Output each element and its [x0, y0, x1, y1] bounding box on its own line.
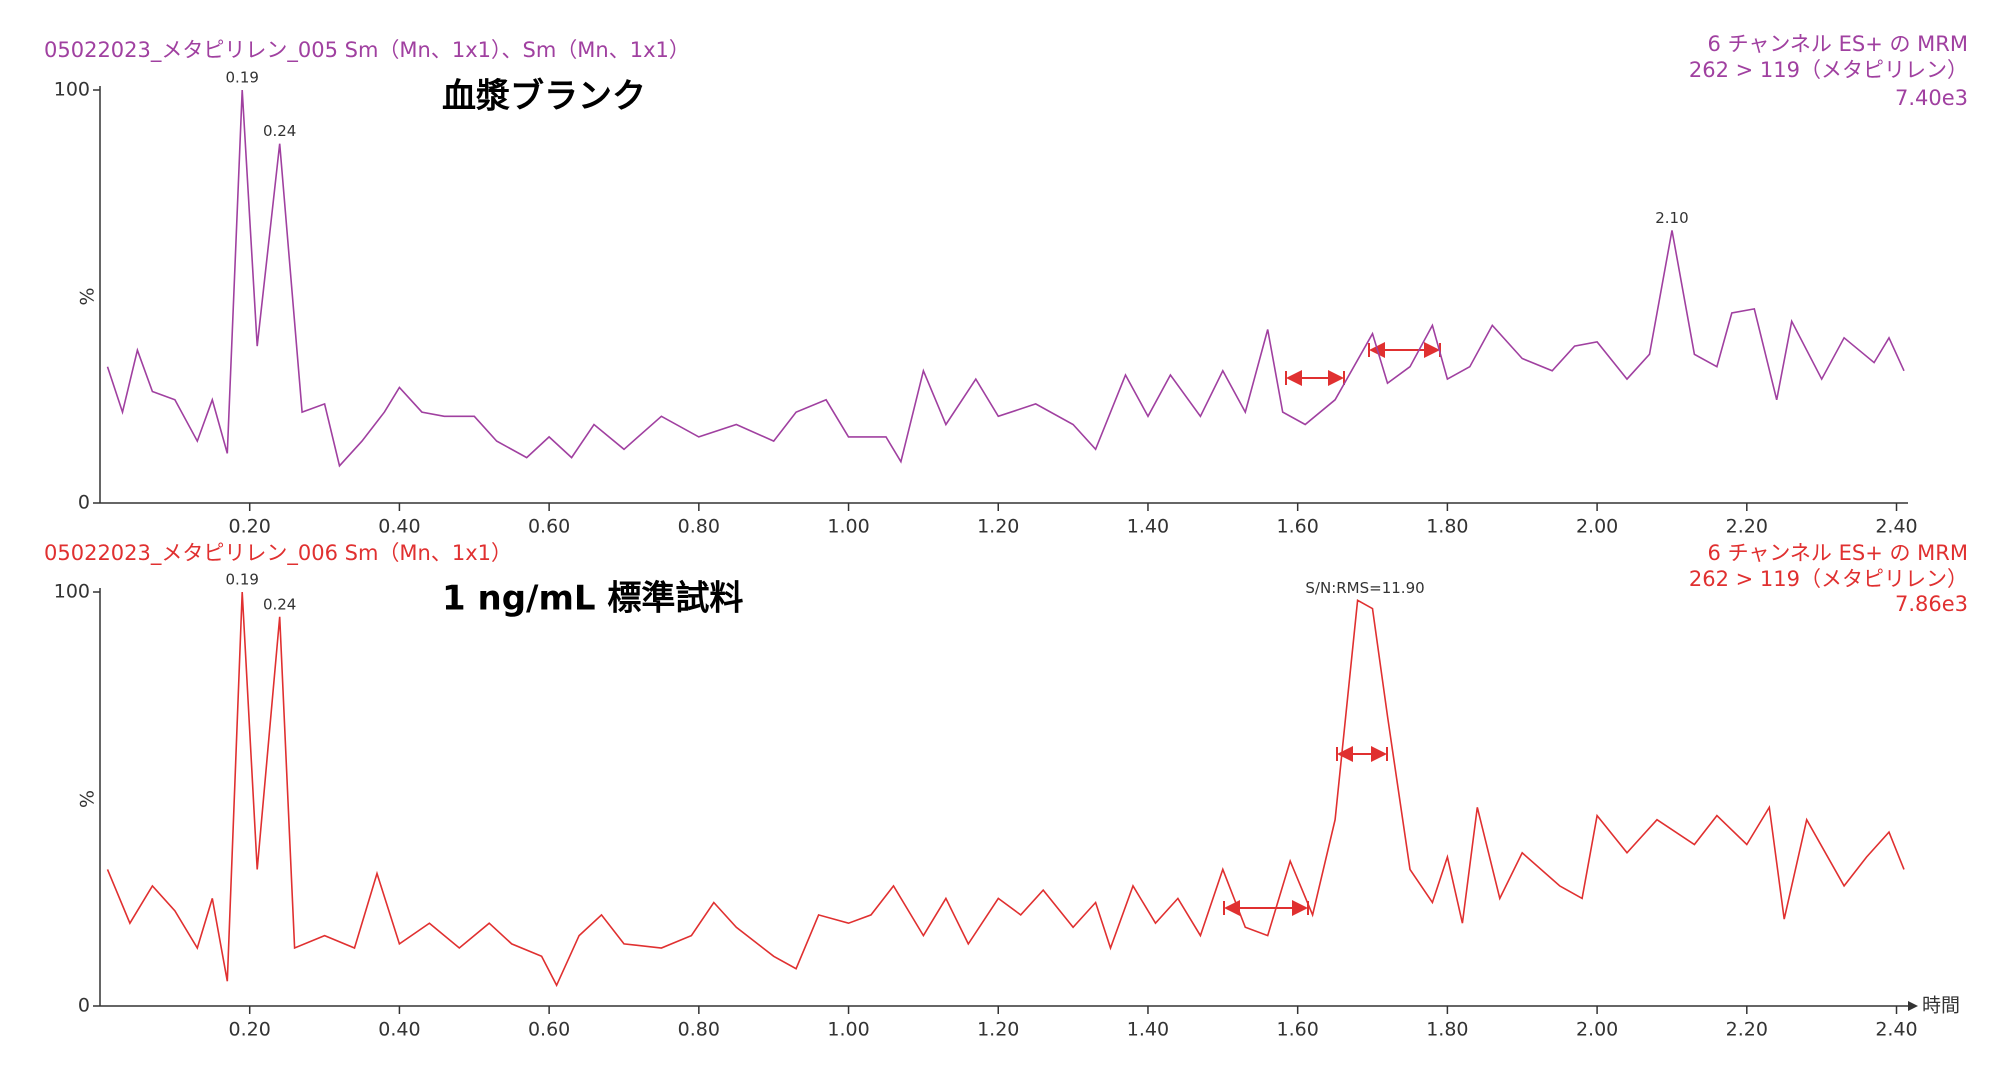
x-axis-arrow [1908, 1001, 1918, 1011]
y-tick-label: 100 [54, 79, 90, 101]
x-tick-label: 0.60 [528, 516, 570, 538]
x-tick-label: 1.20 [977, 1019, 1019, 1041]
y-axis-label: % [77, 287, 99, 305]
header-left: 05022023_メタピリレン_005 Sm（Mn、1x1）、Sm（Mn、1x1… [44, 38, 690, 63]
peak-label: 0.19 [226, 571, 259, 589]
x-tick-label: 1.60 [1277, 1019, 1319, 1041]
header-right: 6 チャンネル ES+ の MRM [1708, 32, 1968, 56]
header-right: 6 チャンネル ES+ の MRM [1708, 541, 1968, 565]
y-axis-label: % [77, 790, 99, 808]
peak-label: 0.24 [263, 122, 296, 140]
sample-label: 1 ng/mL 標準試料 [442, 579, 743, 619]
x-tick-label: 2.00 [1576, 516, 1618, 538]
x-tick-label: 0.20 [229, 516, 271, 538]
header-left: 05022023_メタピリレン_006 Sm（Mn、1x1） [44, 541, 512, 566]
sample-label: 血漿ブランク [442, 77, 646, 117]
trace [106, 591, 1905, 988]
trace [106, 89, 1905, 468]
integration-markers [1223, 342, 1441, 916]
x-axis-label: 時間 [1922, 995, 1960, 1017]
peak-label: 2.10 [1655, 209, 1688, 227]
x-tick-label: 2.00 [1576, 1019, 1618, 1041]
x-tick-label: 1.40 [1127, 516, 1169, 538]
header-right: 262 > 119（メタピリレン） [1689, 58, 1968, 82]
x-tick-label: 2.20 [1726, 1019, 1768, 1041]
x-tick-label: 1.80 [1426, 1019, 1468, 1041]
x-tick-label: 1.80 [1426, 516, 1468, 538]
x-tick-label: 1.20 [977, 516, 1019, 538]
header-right: 262 > 119（メタピリレン） [1689, 567, 1968, 591]
x-tick-label: 0.40 [378, 516, 420, 538]
peak-label: S/N:RMS=11.90 [1305, 579, 1424, 597]
y-tick-label: 0 [78, 492, 90, 514]
x-tick-label: 0.80 [678, 516, 720, 538]
x-tick-label: 0.80 [678, 1019, 720, 1041]
x-tick-label: 1.60 [1277, 516, 1319, 538]
header-right: 7.86e3 [1895, 592, 1968, 616]
peak-label: 0.19 [226, 69, 259, 87]
x-tick-label: 0.60 [528, 1019, 570, 1041]
x-tick-label: 1.40 [1127, 1019, 1169, 1041]
x-tick-label: 2.20 [1726, 516, 1768, 538]
y-tick-label: 100 [54, 581, 90, 603]
y-tick-label: 0 [78, 995, 90, 1017]
x-tick-label: 1.00 [827, 1019, 869, 1041]
x-tick-label: 0.20 [229, 1019, 271, 1041]
x-tick-label: 1.00 [827, 516, 869, 538]
peak-label: 0.24 [263, 595, 296, 613]
x-tick-label: 0.40 [378, 1019, 420, 1041]
x-tick-label: 2.40 [1875, 1019, 1917, 1041]
header-right: 7.40e3 [1895, 86, 1968, 110]
x-tick-label: 2.40 [1875, 516, 1917, 538]
